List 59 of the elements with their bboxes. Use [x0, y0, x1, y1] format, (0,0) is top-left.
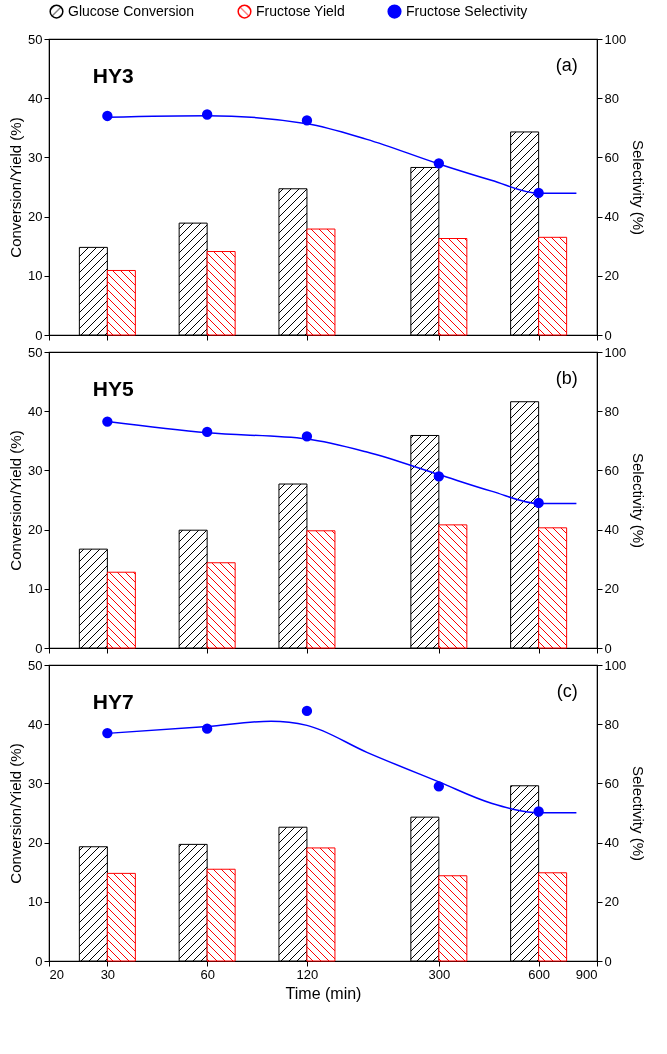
y2-tick-label: 0	[604, 640, 612, 656]
x-tick-label: 600	[528, 966, 550, 982]
y-tick-label: 50	[28, 344, 43, 360]
y-tick-label: 50	[28, 657, 43, 673]
y2-tick-label: 60	[604, 462, 619, 478]
y2-tick-label: 40	[604, 209, 619, 225]
x-tick-label: 20	[49, 966, 64, 982]
y2-tick-label: 60	[604, 149, 619, 165]
y-tick-label: 0	[35, 640, 43, 656]
annotation: (b)	[555, 367, 578, 388]
y-tick-label: 20	[28, 835, 43, 851]
legend-label: Glucose Conversion	[68, 2, 195, 19]
y-axis-title: Conversion/Yield (%)	[7, 430, 25, 571]
annotation: HY5	[92, 377, 135, 401]
y2-tick-label: 80	[604, 716, 619, 732]
y-tick-label: 40	[28, 716, 43, 732]
y-tick-label: 20	[28, 522, 43, 538]
y2-axis-title: Selectivity (%)	[630, 139, 648, 236]
annotation: HY7	[92, 690, 134, 714]
y2-tick-label: 20	[604, 581, 619, 597]
y-tick-label: 10	[28, 894, 43, 910]
y-tick-label: 30	[28, 775, 43, 791]
legend-label: Fructose Yield	[256, 2, 345, 19]
y-axis-title: Conversion/Yield (%)	[7, 117, 25, 258]
x-tick-label: 120	[296, 966, 319, 982]
x-tick-label: 300	[428, 966, 451, 982]
y2-tick-label: 60	[604, 775, 619, 791]
annotation: (c)	[556, 680, 578, 701]
y2-tick-label: 100	[604, 657, 627, 673]
y2-tick-label: 80	[604, 403, 619, 419]
annotation: HY3	[92, 64, 134, 88]
annotation: (a)	[555, 54, 578, 75]
y-tick-label: 0	[35, 953, 43, 969]
y2-tick-label: 100	[604, 31, 627, 47]
y-tick-label: 20	[28, 209, 43, 225]
x-tick-label: 60	[200, 966, 215, 982]
y2-tick-label: 40	[604, 835, 619, 851]
y2-tick-label: 0	[604, 327, 612, 343]
x-tick-label: 900	[575, 966, 598, 982]
y2-tick-label: 80	[604, 90, 619, 106]
y2-tick-label: 20	[604, 894, 619, 910]
y-tick-label: 50	[28, 31, 43, 47]
y2-tick-label: 100	[604, 344, 627, 360]
y-axis-title: Conversion/Yield (%)	[7, 743, 25, 884]
x-tick-label: 30	[100, 966, 116, 982]
y2-axis-title: Selectivity (%)	[630, 765, 648, 862]
y-tick-label: 10	[28, 268, 43, 284]
y-tick-label: 30	[28, 149, 43, 165]
y-tick-label: 40	[28, 403, 43, 419]
y-tick-label: 10	[28, 581, 43, 597]
y-tick-label: 0	[35, 327, 43, 343]
y-tick-label: 30	[28, 462, 43, 478]
y2-tick-label: 40	[604, 522, 619, 538]
legend-label: Fructose Selectivity	[406, 2, 528, 19]
y-tick-label: 40	[28, 90, 43, 106]
x-axis-title: Time (min)	[285, 984, 362, 1002]
y2-tick-label: 20	[604, 268, 619, 284]
y2-axis-title: Selectivity (%)	[630, 452, 648, 549]
y2-tick-label: 0	[604, 953, 612, 969]
